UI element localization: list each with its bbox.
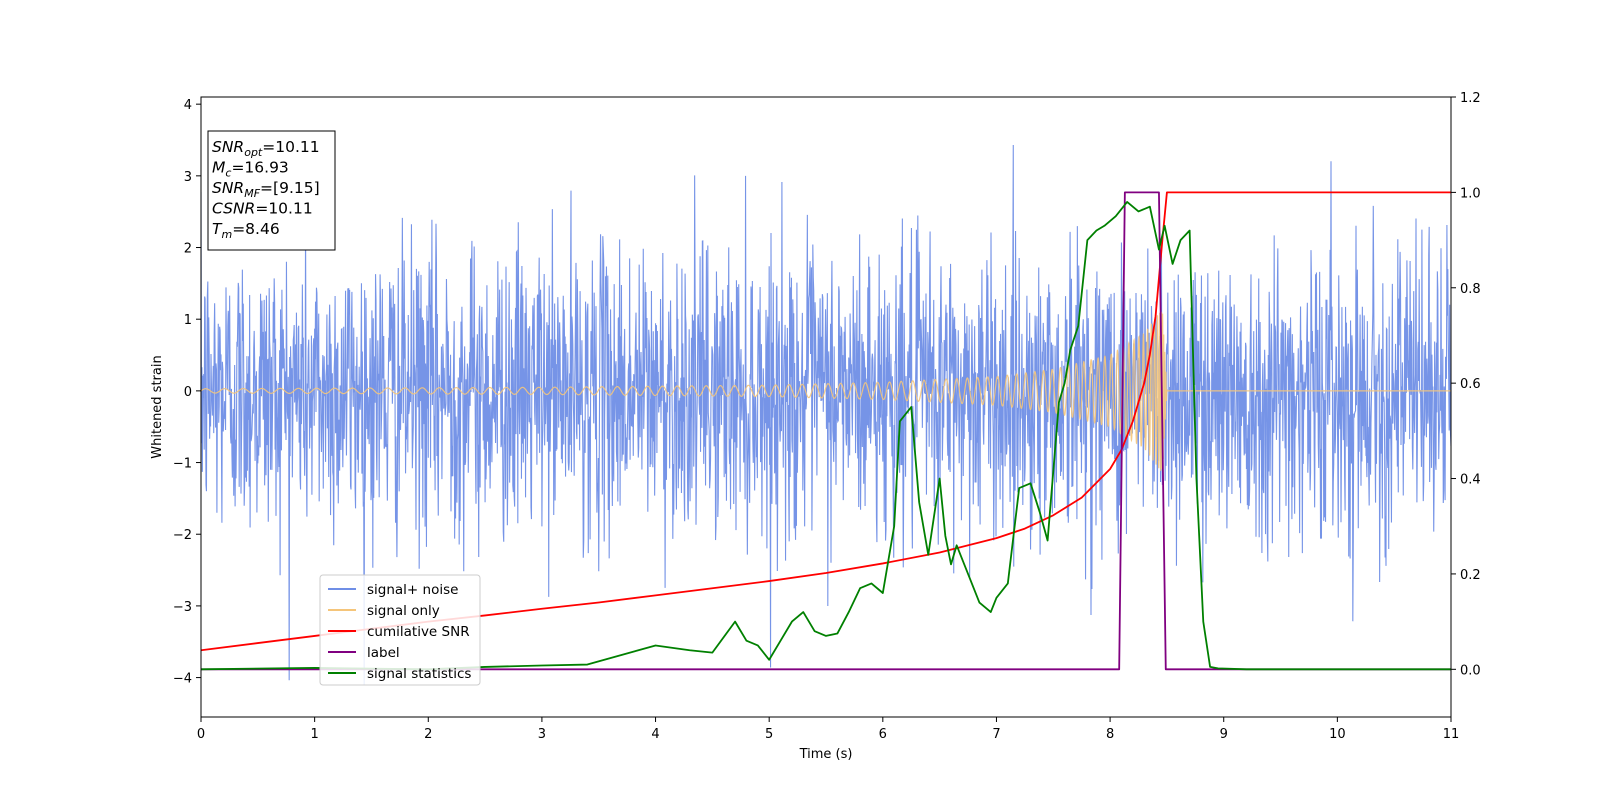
x-tick-label: 4 xyxy=(651,727,659,742)
annotation-value: =16.93 xyxy=(231,159,288,177)
annotation-subscript: MF xyxy=(244,187,260,200)
annotation-subscript: m xyxy=(221,228,232,241)
y-axis-left: −4 −3 −2 −1 0 1 2 3 4 xyxy=(173,98,201,687)
x-tick-label: 3 xyxy=(538,727,546,742)
y2-tick-label: 0.2 xyxy=(1460,568,1481,583)
legend-entry-label: cumilative SNR xyxy=(367,624,470,640)
x-tick-label: 5 xyxy=(765,727,773,742)
annotation-symbol: SNR xyxy=(212,179,244,197)
annotation-symbol: CSNR xyxy=(212,200,255,218)
annotation-line: Mc=16.93 xyxy=(212,159,289,180)
y2-tick-label: 1.2 xyxy=(1460,91,1481,106)
series-signal-only xyxy=(201,310,1451,471)
x-axis-label: Time (s) xyxy=(799,747,853,762)
annotation-line: SNRopt=10.11 xyxy=(212,138,320,159)
x-tick-label: 0 xyxy=(197,727,205,742)
legend-entry-label: signal+ noise xyxy=(367,582,458,598)
annotation-line: CSNR=10.11 xyxy=(212,200,313,218)
y-tick-label: 0 xyxy=(184,385,192,400)
annotation-value: =8.46 xyxy=(232,220,280,238)
x-tick-label: 9 xyxy=(1220,727,1228,742)
x-tick-label: 10 xyxy=(1329,727,1346,742)
x-tick-label: 2 xyxy=(424,727,432,742)
legend: signal+ noise signal only cumilative SNR la… xyxy=(319,574,481,686)
annotation-box: SNRopt=10.11Mc=16.93SNRMF=[9.15]CSNR=10.… xyxy=(207,130,336,251)
x-tick-label: 1 xyxy=(310,727,318,742)
y-tick-label: −2 xyxy=(173,528,192,543)
x-tick-label: 8 xyxy=(1106,727,1114,742)
legend-entry-label: label xyxy=(367,645,400,661)
annotation-subscript: c xyxy=(225,167,231,180)
series-signal-plus-noise xyxy=(201,145,1451,685)
y2-tick-label: 0.4 xyxy=(1460,473,1481,488)
y2-tick-label: 1.0 xyxy=(1460,186,1481,201)
y-tick-label: 2 xyxy=(184,242,192,257)
y-axis-right: 0.0 0.2 0.4 0.6 0.8 1.0 1.2 xyxy=(1451,91,1481,678)
x-tick-label: 6 xyxy=(879,727,887,742)
annotation-value: =10.11 xyxy=(262,138,319,156)
series-label xyxy=(201,191,1451,671)
y2-tick-label: 0.6 xyxy=(1460,377,1481,392)
plot-area xyxy=(200,96,1452,718)
annotation-subscript: opt xyxy=(244,146,263,159)
y-tick-label: 1 xyxy=(184,313,192,328)
y-tick-label: −4 xyxy=(173,672,192,687)
legend-entry-label: signal only xyxy=(367,603,440,619)
x-tick-label: 7 xyxy=(992,727,1000,742)
annotation-value: =10.11 xyxy=(255,200,312,218)
annotation-value: =[9.15] xyxy=(260,179,320,197)
y-tick-label: 4 xyxy=(184,98,192,113)
y-tick-label: −3 xyxy=(173,600,192,615)
annotation-symbol: T xyxy=(212,220,223,238)
y2-tick-label: 0.0 xyxy=(1460,663,1481,678)
y2-tick-label: 0.8 xyxy=(1460,282,1481,297)
legend-entry-label: signal statistics xyxy=(367,666,471,682)
annotation-line: SNRMF=[9.15] xyxy=(212,179,320,200)
y-tick-label: −1 xyxy=(173,457,192,472)
x-axis: 0 1 2 3 4 5 6 7 8 9 10 11 xyxy=(197,717,1459,742)
x-tick-label: 11 xyxy=(1443,727,1460,742)
series-signal-statistics xyxy=(201,201,1451,671)
annotation-symbol: M xyxy=(212,159,225,177)
y-axis-label: Whitened strain xyxy=(150,355,165,458)
annotation-symbol: SNR xyxy=(212,138,244,156)
annotation-line: Tm=8.46 xyxy=(212,220,280,241)
y-tick-label: 3 xyxy=(184,170,192,185)
